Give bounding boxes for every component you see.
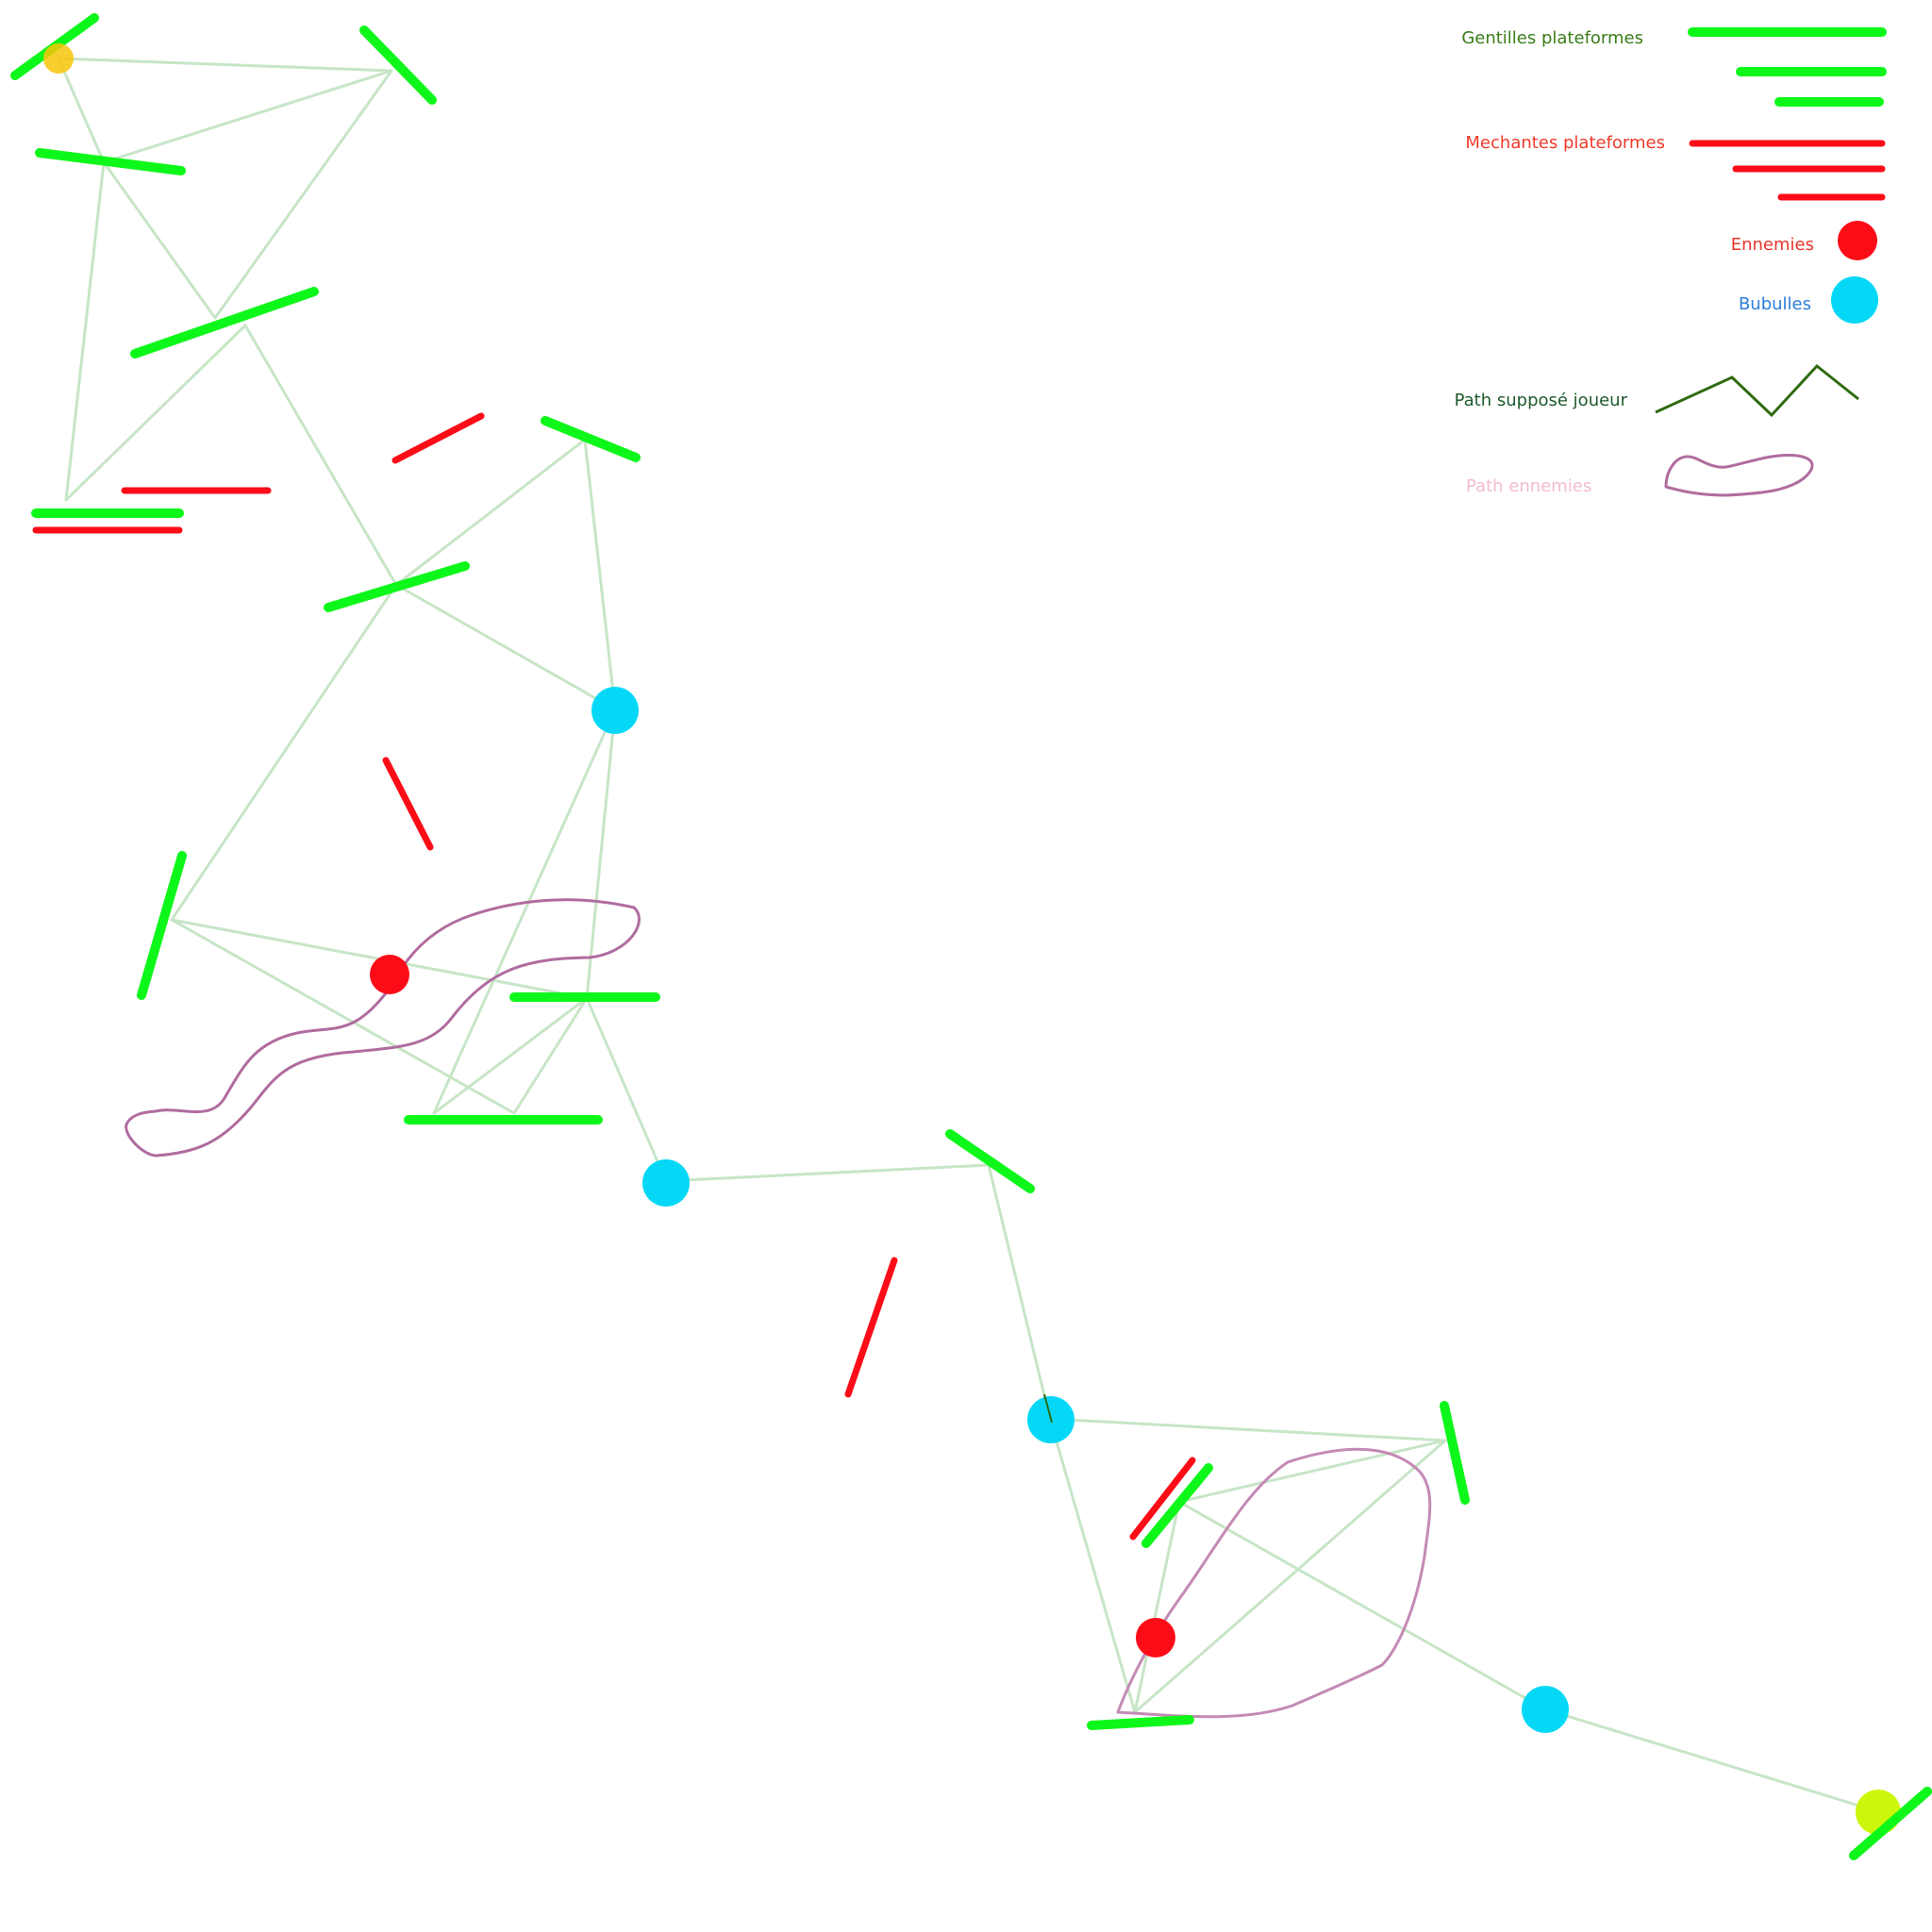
good-platforms	[10, 13, 1932, 1860]
link-line	[664, 1163, 991, 1183]
start-point	[43, 43, 74, 74]
legend-enemies-label: Ennemies	[1731, 235, 1814, 255]
link-line	[987, 1163, 1052, 1421]
good-platform	[324, 561, 470, 612]
good-platform	[1141, 1463, 1213, 1548]
player-path-fragment	[1043, 1393, 1053, 1424]
good-platform	[541, 416, 641, 462]
link-line	[1048, 1417, 1447, 1442]
link-line	[102, 160, 217, 320]
link-line	[1177, 1439, 1447, 1504]
link-line	[1133, 1439, 1447, 1714]
link-line	[57, 57, 106, 164]
link-line	[1177, 1500, 1547, 1711]
link-line	[432, 996, 589, 1115]
legend-enemy-sample	[1838, 221, 1877, 260]
link-line	[170, 918, 516, 1115]
link-line	[585, 708, 617, 1000]
link-line	[64, 160, 106, 502]
legend-player-path-sample	[1655, 363, 1859, 418]
enemy-path	[125, 898, 641, 1158]
enemy	[370, 955, 409, 994]
link-line	[243, 324, 398, 587]
link-line	[102, 69, 393, 164]
good-platform	[137, 851, 187, 1000]
legend-bubbles-label: Bubulles	[1739, 294, 1811, 314]
good-platform	[1087, 1715, 1194, 1730]
good-platform	[945, 1129, 1035, 1193]
legend-bad-platforms-label: Mechantes plateformes	[1465, 133, 1665, 153]
good-platform	[359, 25, 437, 105]
good-platform	[35, 148, 186, 175]
link-line	[394, 438, 587, 587]
link-line	[394, 583, 617, 711]
legend: Gentilles plateformes Mechantes platefor…	[1455, 27, 1887, 497]
bubble	[1522, 1686, 1569, 1733]
bad-platforms	[32, 412, 1196, 1541]
enemies	[370, 955, 1175, 1657]
link-line	[57, 57, 393, 73]
legend-player-path-label: Path supposé joueur	[1455, 391, 1628, 410]
enemy-path	[1116, 1447, 1432, 1719]
legend-bubble-sample	[1831, 276, 1878, 324]
link-line	[64, 324, 247, 502]
good-platform	[1440, 1401, 1470, 1505]
bad-platform	[1129, 1457, 1196, 1541]
link-line	[1048, 1417, 1137, 1714]
bubble	[642, 1159, 690, 1207]
link-line	[170, 583, 398, 922]
legend-enemy-path-label: Path ennemies	[1466, 476, 1591, 496]
bad-platform	[391, 412, 485, 464]
link-line	[1543, 1707, 1879, 1813]
good-platform	[1849, 1787, 1932, 1860]
good-platform	[130, 287, 319, 358]
bubble	[591, 687, 639, 734]
legend-enemy-path-sample	[1664, 453, 1814, 497]
link-line	[432, 708, 617, 1115]
enemy	[1136, 1618, 1175, 1657]
bad-platform	[382, 757, 434, 851]
link-line	[1133, 1500, 1181, 1714]
link-lines	[57, 57, 1879, 1813]
link-line	[512, 996, 589, 1115]
bubbles	[591, 687, 1569, 1733]
link-line	[213, 69, 393, 320]
link-line	[583, 438, 617, 711]
legend-good-platforms-label: Gentilles plateformes	[1461, 28, 1643, 48]
bad-platform	[844, 1257, 898, 1398]
link-line	[585, 996, 668, 1183]
